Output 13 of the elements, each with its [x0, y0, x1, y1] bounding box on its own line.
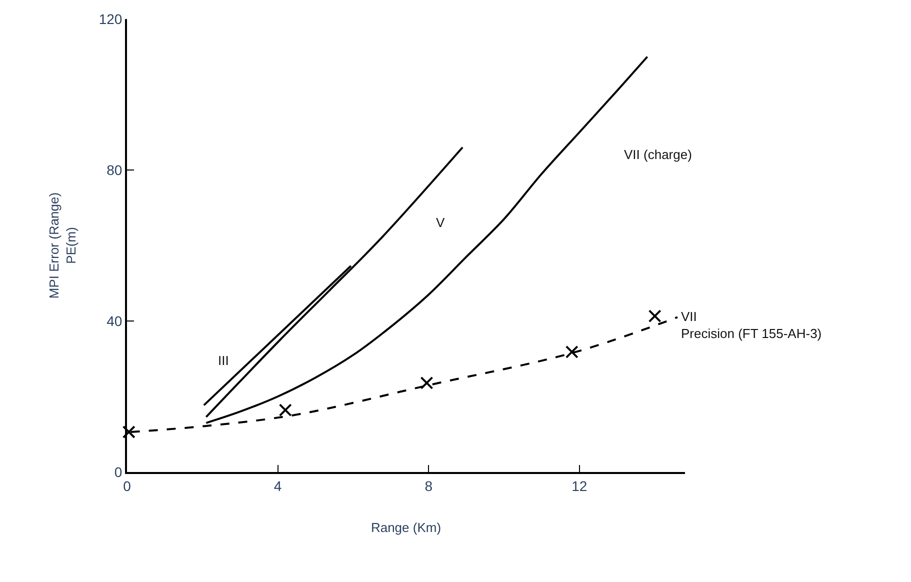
annotation: III — [218, 353, 229, 368]
annotation: VII Precision (FT 155-AH-3) — [681, 309, 822, 341]
x-tick-label: 4 — [274, 478, 282, 494]
y-tick-label: 80 — [106, 162, 122, 178]
annotation: VII (charge) — [624, 147, 692, 162]
y-tick-label: 40 — [106, 312, 122, 329]
x-tick-label: 12 — [572, 478, 588, 494]
y-tick-label: 120 — [98, 10, 122, 27]
x-axis-title: Range (Km) — [370, 520, 442, 535]
y-axis-title: MPI Error (Range) PE(m) — [46, 192, 78, 299]
annotation: V — [436, 215, 445, 230]
y-tick-label: 0 — [114, 464, 122, 480]
x-tick-label: 8 — [424, 478, 433, 494]
